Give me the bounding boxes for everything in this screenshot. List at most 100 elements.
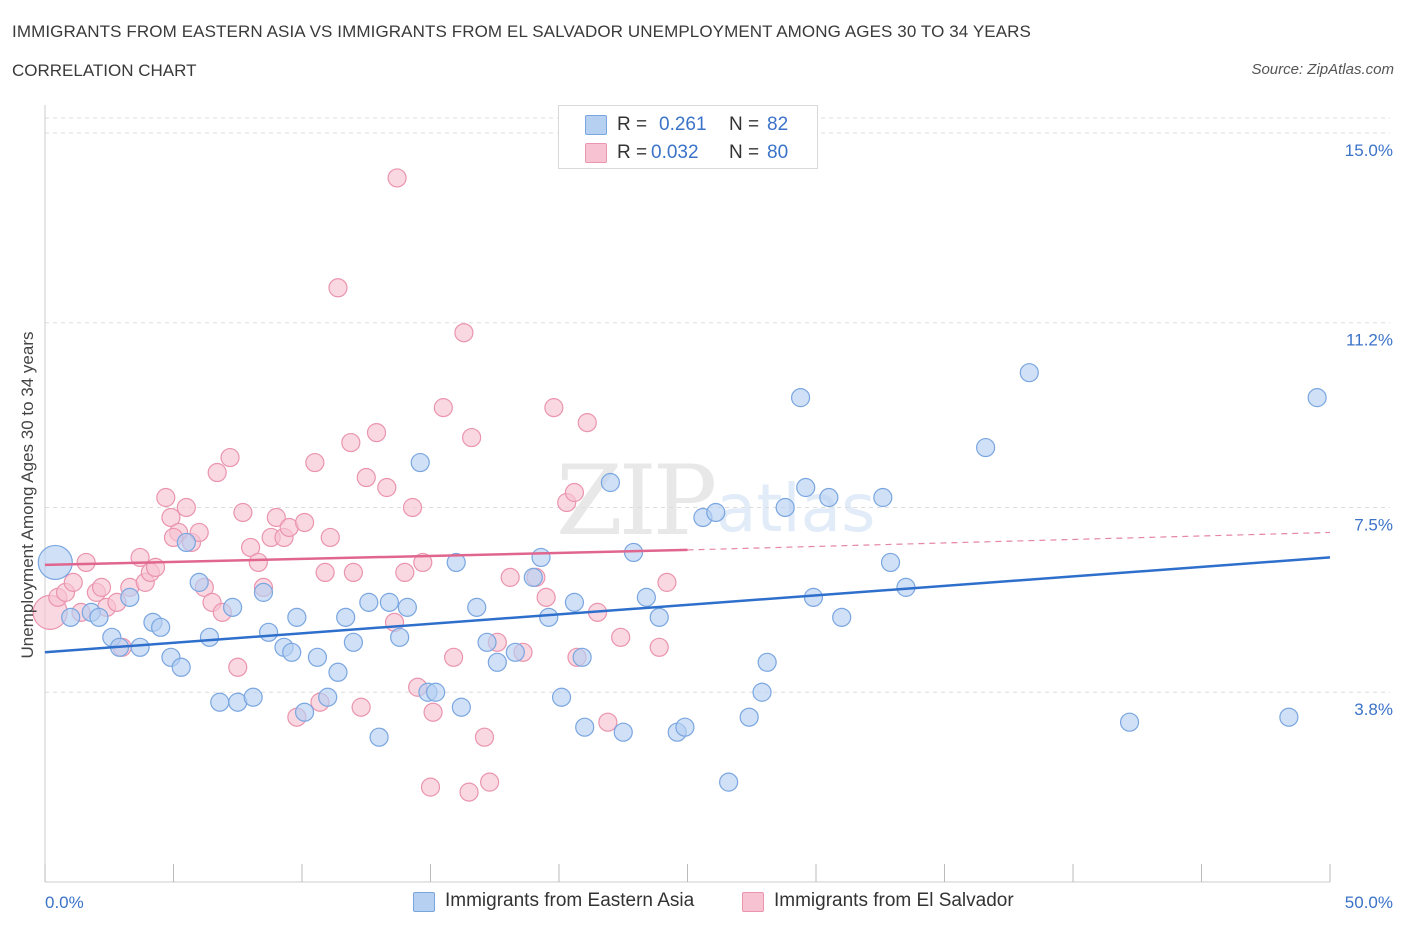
data-point	[423, 702, 443, 722]
data-point	[433, 398, 453, 418]
y-tick-label: 7.5%	[1354, 515, 1393, 534]
data-point	[266, 507, 286, 528]
data-point	[328, 662, 348, 682]
data-point	[315, 562, 335, 583]
data-point	[63, 572, 83, 592]
legend-swatch-blue	[585, 115, 607, 135]
data-point	[223, 597, 243, 617]
data-point	[575, 717, 595, 737]
data-point	[462, 427, 482, 448]
n-value: 80	[767, 142, 789, 163]
data-point	[359, 592, 379, 612]
data-point	[636, 587, 656, 607]
data-point	[564, 592, 585, 612]
data-point	[564, 482, 585, 503]
trend-lines	[44, 531, 1331, 654]
data-point	[397, 597, 417, 617]
legend-label: Immigrants from Eastern Asia	[445, 890, 695, 911]
trend-extension-el-salvador	[687, 531, 1331, 551]
data-point	[1307, 388, 1327, 408]
data-point	[757, 652, 777, 672]
data-point	[258, 622, 279, 642]
legend-row-el-salvador: R = 0.032 N = 80	[585, 142, 788, 164]
data-point	[189, 522, 209, 543]
r-label: R =	[617, 114, 648, 135]
data-point	[37, 544, 73, 581]
data-point	[544, 398, 564, 418]
data-point	[420, 777, 441, 797]
data-point	[243, 687, 263, 707]
data-point	[459, 782, 479, 802]
source-credit: Source: ZipAtlas.com	[1251, 61, 1394, 78]
data-point	[120, 587, 140, 607]
x-tick-label: 50.0%	[1345, 893, 1393, 912]
data-point	[505, 642, 525, 662]
y-tick-label: 11.2%	[1346, 331, 1393, 350]
data-point	[395, 562, 415, 583]
data-point	[649, 637, 669, 657]
data-point	[189, 572, 209, 592]
data-point	[336, 607, 356, 627]
data-point	[706, 502, 726, 523]
y-tick-label: 15.0%	[1345, 141, 1393, 160]
data-point	[318, 687, 338, 707]
data-point	[341, 432, 361, 453]
data-point	[328, 278, 348, 298]
x-tick-label: 0.0%	[45, 893, 84, 912]
data-point	[500, 567, 520, 587]
data-point	[377, 477, 397, 498]
data-point	[151, 617, 171, 637]
data-point	[379, 592, 399, 612]
data-point	[467, 597, 487, 617]
data-point	[287, 607, 307, 627]
data-point	[598, 712, 618, 732]
watermark-atlas: atlas	[716, 470, 876, 547]
r-value: 0.261	[659, 114, 707, 135]
data-point	[775, 497, 795, 518]
grid-lines	[45, 117, 1390, 693]
legend-row-eastern-asia: R = 0.261 N = 82	[585, 114, 788, 136]
data-point	[161, 507, 181, 528]
data-point	[572, 647, 592, 667]
trend-line-el-salvador	[44, 548, 688, 567]
data-point	[531, 547, 551, 568]
data-point	[176, 532, 196, 553]
data-point	[241, 537, 261, 558]
y-axis-label: Unemployment Among Ages 30 to 34 years	[18, 332, 37, 659]
watermark-zip: ZIP	[556, 445, 717, 557]
data-point	[156, 487, 176, 508]
data-point	[253, 582, 274, 602]
data-point	[657, 572, 677, 592]
data-point	[294, 512, 315, 533]
data-point	[390, 627, 410, 647]
data-point	[282, 642, 302, 662]
data-point	[91, 577, 112, 597]
r-value: 0.032	[651, 142, 699, 163]
data-point	[880, 552, 901, 573]
data-point	[446, 552, 466, 573]
legend-swatch-blue	[413, 892, 435, 912]
y-tick-label: 3.8%	[1354, 700, 1393, 719]
n-label: N =	[729, 142, 760, 163]
data-point	[343, 632, 363, 652]
data-point	[369, 727, 389, 747]
data-point	[320, 527, 340, 548]
data-point	[819, 487, 839, 508]
n-label: N =	[729, 114, 760, 135]
trend-line-eastern-asia	[44, 556, 1331, 654]
data-point	[1279, 707, 1299, 727]
data-point	[210, 692, 230, 712]
data-point	[410, 452, 430, 473]
r-label: R =	[617, 142, 648, 163]
data-point	[61, 607, 81, 627]
legend-label: Immigrants from El Salvador	[774, 890, 1014, 911]
data-point	[719, 772, 739, 792]
data-point	[536, 587, 556, 607]
data-point	[351, 697, 371, 717]
data-point	[675, 717, 695, 737]
data-point	[803, 587, 824, 607]
data-point	[1019, 363, 1039, 383]
data-point	[539, 607, 559, 627]
data-point	[89, 607, 109, 627]
